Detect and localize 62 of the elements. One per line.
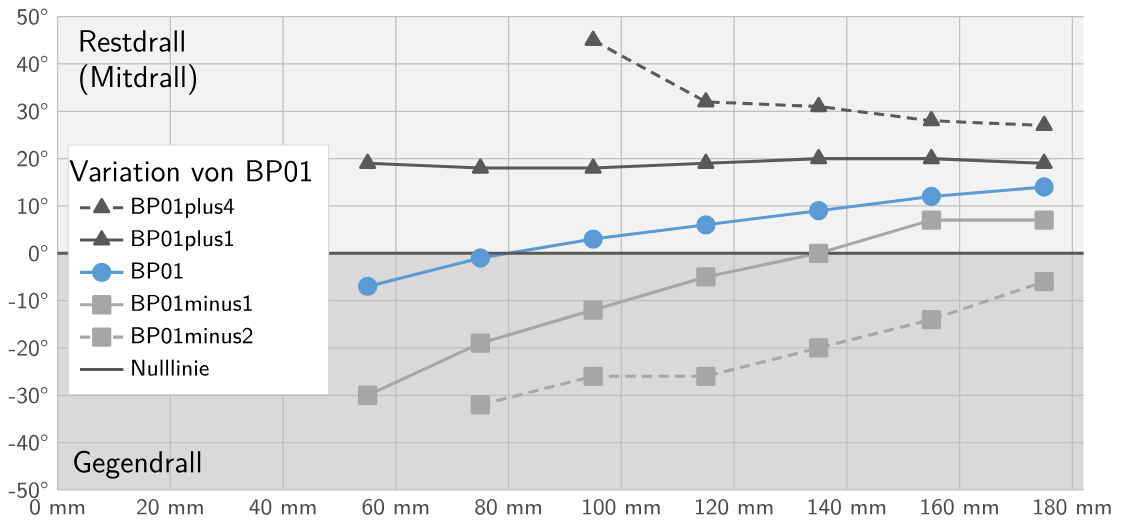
point bbox=[921, 186, 942, 206]
point bbox=[809, 243, 829, 263]
point bbox=[810, 96, 828, 112]
point bbox=[583, 300, 603, 320]
point bbox=[1035, 153, 1053, 169]
point bbox=[921, 309, 942, 330]
legend-label: BP01plus4 bbox=[132, 197, 235, 218]
x-tick-label: 20 mm bbox=[137, 498, 203, 515]
y-tick-label: -40° bbox=[8, 434, 48, 451]
point bbox=[922, 148, 940, 165]
y-tick-label: -30° bbox=[8, 386, 48, 404]
y-tick-label: 40° bbox=[16, 55, 48, 72]
point bbox=[1034, 177, 1054, 197]
point bbox=[921, 210, 942, 230]
legend-label: Nulllinie bbox=[132, 359, 209, 376]
point bbox=[922, 110, 940, 127]
x-tick-label: 60 mm bbox=[362, 498, 429, 515]
legend-label: BP01plus1 bbox=[132, 230, 234, 251]
y-tick-label: -50° bbox=[8, 481, 48, 498]
y-tick-label: 30° bbox=[17, 102, 48, 120]
x-tick-label: 140 mm bbox=[808, 498, 886, 515]
point bbox=[696, 366, 716, 386]
point bbox=[1035, 115, 1053, 131]
x-tick-label: 120 mm bbox=[695, 498, 773, 515]
y-tick-label: 50° bbox=[17, 8, 48, 25]
y-tick-label: -20° bbox=[8, 339, 48, 356]
point bbox=[1034, 271, 1054, 292]
point bbox=[810, 148, 828, 165]
legend-label: BP01 bbox=[132, 262, 183, 279]
legend-label: BP01minus2 bbox=[132, 327, 253, 344]
point bbox=[1034, 210, 1054, 230]
point bbox=[583, 366, 603, 386]
y-tick-label: 0° bbox=[29, 244, 48, 262]
point bbox=[696, 267, 716, 287]
band-label: Gegendrall bbox=[74, 450, 201, 479]
point bbox=[583, 229, 603, 249]
x-tick-label: 100 mm bbox=[583, 498, 660, 515]
x-tick-label: 180 mm bbox=[1034, 498, 1111, 515]
x-tick-label: 160 mm bbox=[921, 498, 998, 515]
point bbox=[470, 248, 491, 268]
point bbox=[471, 158, 489, 174]
x-tick-label: 0 mm bbox=[30, 498, 85, 515]
y-tick-label: 10° bbox=[18, 197, 48, 214]
x-tick-label: 80 mm bbox=[475, 498, 542, 515]
point bbox=[584, 158, 602, 174]
x-tick-label: 40 mm bbox=[249, 498, 316, 515]
point bbox=[357, 385, 378, 405]
point bbox=[809, 338, 829, 358]
point bbox=[584, 30, 602, 46]
y-tick-label: 20° bbox=[17, 150, 48, 167]
point bbox=[697, 153, 715, 169]
point bbox=[470, 394, 491, 415]
point bbox=[357, 276, 378, 296]
legend-title: Variation von BP01 bbox=[69, 160, 312, 182]
y-tick-label: -10° bbox=[8, 292, 48, 309]
band-label: Restdrall (Mitdrall) bbox=[80, 30, 197, 95]
legend-label: BP01minus1 bbox=[132, 294, 252, 312]
point bbox=[359, 153, 377, 169]
point bbox=[696, 215, 716, 235]
point bbox=[809, 200, 829, 221]
point bbox=[697, 92, 715, 108]
point bbox=[470, 333, 491, 353]
